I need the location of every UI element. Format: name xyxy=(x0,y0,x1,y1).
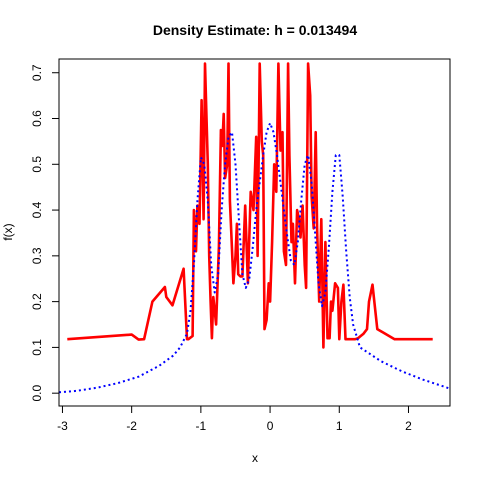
y-tick-label: 0.2 xyxy=(30,293,44,310)
density-estimate-line xyxy=(67,62,433,349)
x-tick-label: -1 xyxy=(196,419,207,433)
y-tick-label: 0.1 xyxy=(30,339,44,356)
y-tick-label: 0.5 xyxy=(30,156,44,173)
y-tick-label: 0.6 xyxy=(30,110,44,127)
x-tick-label: 1 xyxy=(336,419,343,433)
chart-title: Density Estimate: h = 0.013494 xyxy=(153,22,357,38)
y-tick-label: 0.3 xyxy=(30,247,44,264)
y-tick-label: 0.4 xyxy=(30,201,44,218)
x-axis: -3 -2 -1 0 1 2 xyxy=(57,405,412,433)
series-layer xyxy=(59,62,450,394)
x-tick-label: -3 xyxy=(57,419,68,433)
y-tick-label: 0.7 xyxy=(30,64,44,81)
y-tick-label: 0.0 xyxy=(30,385,44,402)
x-axis-label: x xyxy=(252,451,258,465)
x-tick-label: -2 xyxy=(126,419,137,433)
x-tick-label: 2 xyxy=(405,419,412,433)
y-axis-label: f(x) xyxy=(1,223,15,240)
x-tick-label: 0 xyxy=(267,419,274,433)
y-axis: 0.0 0.1 0.2 0.3 0.4 0.5 0.6 0.7 xyxy=(30,64,60,402)
